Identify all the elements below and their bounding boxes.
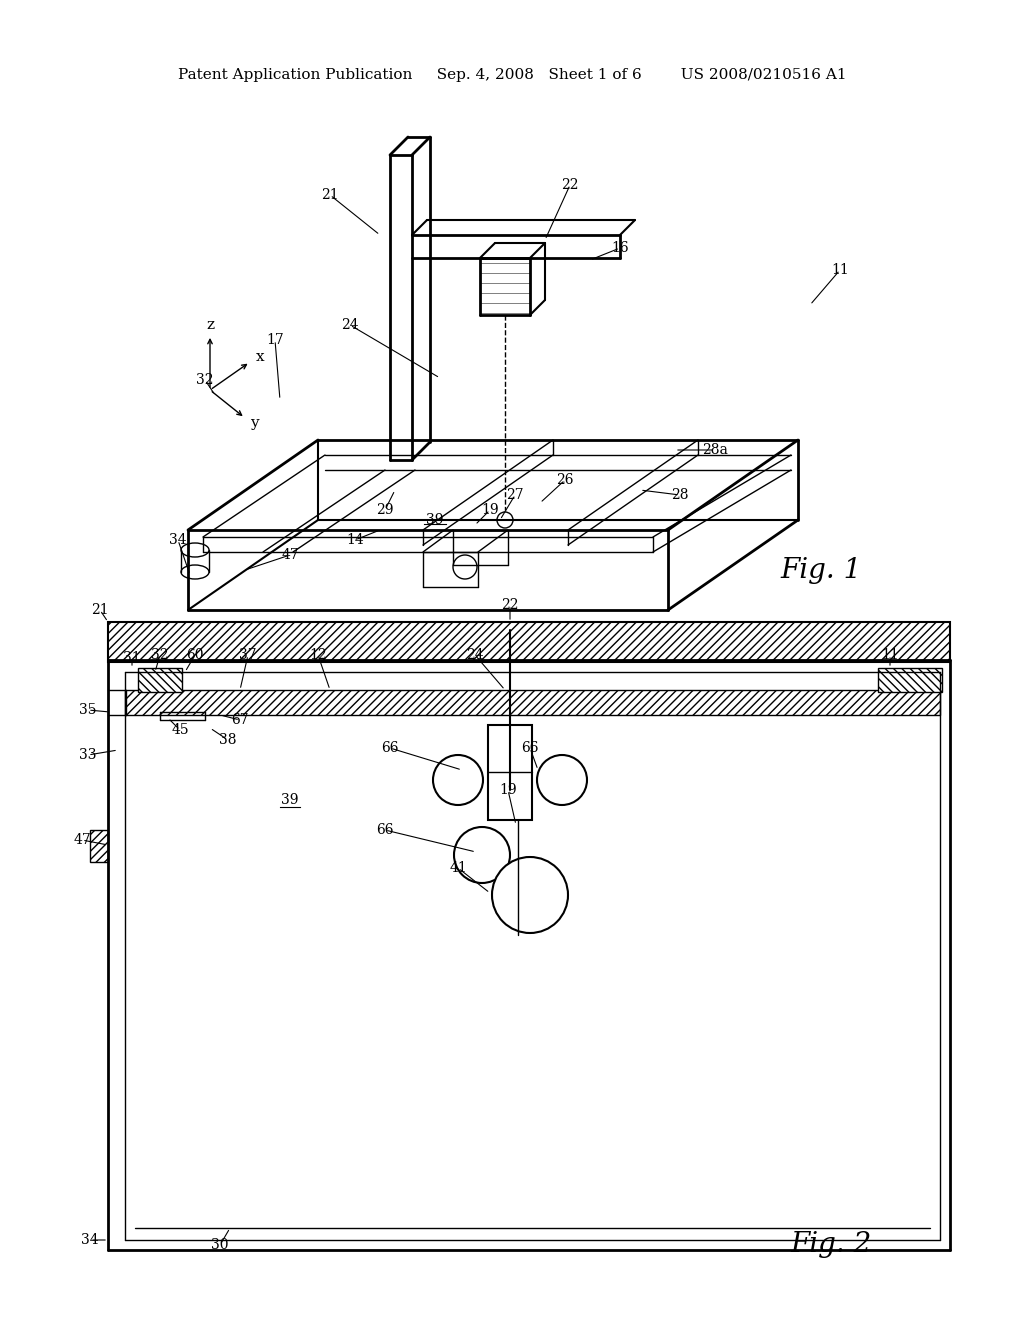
Text: 26: 26 (556, 473, 573, 487)
Text: 47: 47 (282, 548, 299, 562)
Bar (125, 690, 940, 715)
Text: 66: 66 (381, 741, 398, 755)
Text: 47: 47 (73, 833, 91, 847)
Text: 21: 21 (91, 603, 109, 616)
Text: 19: 19 (499, 783, 517, 797)
Text: 35: 35 (79, 704, 96, 717)
Text: 29: 29 (376, 503, 394, 517)
Text: 22: 22 (561, 178, 579, 191)
Text: 39: 39 (426, 513, 443, 527)
Bar (488, 725, 532, 820)
Circle shape (492, 857, 568, 933)
Text: 19: 19 (481, 503, 499, 517)
Text: 45: 45 (171, 723, 188, 737)
Text: 12: 12 (309, 648, 327, 663)
Bar (138, 668, 182, 692)
Bar (108, 622, 950, 663)
Text: 37: 37 (240, 648, 257, 663)
Bar (878, 668, 942, 692)
Text: 60: 60 (186, 648, 204, 663)
Text: 28: 28 (672, 488, 689, 502)
Text: 41: 41 (450, 861, 467, 875)
Text: 31: 31 (123, 651, 141, 665)
Bar (108, 622, 950, 663)
Circle shape (537, 755, 587, 805)
Ellipse shape (181, 543, 209, 557)
Text: 38: 38 (219, 733, 237, 747)
Bar (90, 830, 108, 862)
Text: 34: 34 (81, 1233, 98, 1247)
Text: x: x (256, 350, 264, 364)
Text: 14: 14 (346, 533, 364, 546)
Bar (138, 668, 182, 692)
Text: Fig. 2: Fig. 2 (790, 1232, 871, 1258)
Text: 32: 32 (197, 374, 214, 387)
Text: Patent Application Publication     Sep. 4, 2008   Sheet 1 of 6        US 2008/02: Patent Application Publication Sep. 4, 2… (178, 69, 846, 82)
Circle shape (453, 554, 477, 579)
Text: 39: 39 (282, 793, 299, 807)
Text: y: y (250, 416, 258, 430)
Circle shape (497, 512, 513, 528)
Text: 11: 11 (881, 648, 899, 663)
Text: 21: 21 (322, 187, 339, 202)
Text: 11: 11 (831, 263, 849, 277)
Text: 67: 67 (231, 713, 249, 727)
Text: 30: 30 (211, 1238, 228, 1251)
Circle shape (433, 755, 483, 805)
Text: 27: 27 (506, 488, 524, 502)
Text: 28a: 28a (702, 444, 728, 457)
Text: Fig. 1: Fig. 1 (780, 557, 861, 583)
Text: 16: 16 (611, 242, 629, 255)
Text: 33: 33 (79, 748, 96, 762)
Bar (90, 830, 108, 862)
Text: 32: 32 (152, 648, 169, 663)
Text: 66: 66 (521, 741, 539, 755)
Text: 24: 24 (341, 318, 358, 333)
Text: 22: 22 (502, 598, 519, 612)
Circle shape (454, 828, 510, 883)
Ellipse shape (181, 565, 209, 579)
Bar (125, 690, 940, 715)
Bar (878, 668, 942, 692)
Text: 34: 34 (169, 533, 186, 546)
Text: z: z (206, 318, 214, 333)
Text: 66: 66 (376, 822, 394, 837)
Text: 17: 17 (266, 333, 284, 347)
Text: 24: 24 (466, 648, 483, 663)
